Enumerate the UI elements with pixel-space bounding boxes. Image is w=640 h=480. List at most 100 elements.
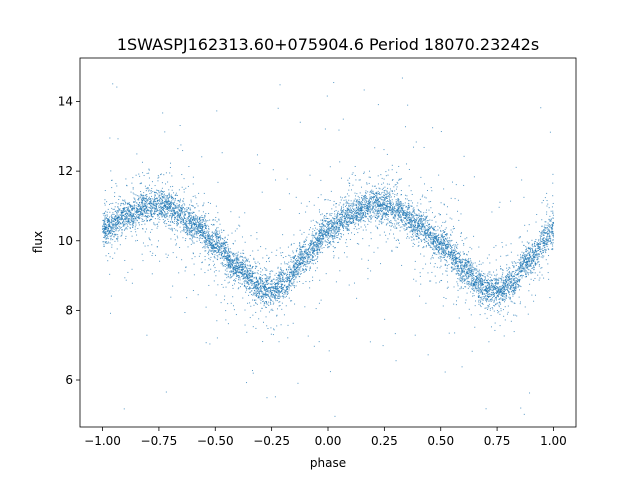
- data-point: [133, 220, 135, 222]
- data-point: [453, 259, 455, 261]
- data-point: [141, 213, 143, 215]
- data-point: [417, 230, 419, 232]
- data-point: [552, 195, 554, 197]
- data-point: [229, 263, 231, 265]
- data-point: [513, 267, 515, 269]
- data-point: [337, 222, 339, 223]
- data-point: [411, 214, 413, 216]
- data-point: [287, 292, 289, 294]
- data-point: [408, 217, 410, 219]
- data-point: [359, 205, 361, 207]
- data-point: [312, 231, 314, 233]
- data-point: [447, 265, 449, 267]
- data-point: [260, 288, 262, 290]
- data-point: [258, 287, 260, 289]
- data-point: [292, 260, 294, 262]
- data-point: [329, 213, 331, 215]
- data-point: [218, 218, 220, 220]
- data-point: [442, 243, 444, 245]
- data-point: [467, 262, 469, 263]
- data-point: [354, 218, 356, 220]
- data-point: [541, 238, 543, 240]
- data-point: [279, 274, 281, 276]
- data-point: [288, 275, 290, 277]
- data-point: [257, 273, 259, 275]
- data-point: [337, 237, 339, 239]
- data-point: [521, 265, 523, 267]
- data-point: [405, 212, 407, 214]
- data-point: [408, 200, 410, 202]
- data-point: [431, 248, 433, 250]
- data-point: [312, 241, 314, 243]
- data-point: [496, 273, 498, 275]
- data-point: [319, 223, 321, 225]
- data-point: [424, 183, 425, 185]
- data-point: [135, 174, 137, 176]
- data-point: [397, 210, 399, 212]
- data-point: [551, 224, 553, 226]
- data-point: [198, 222, 200, 224]
- data-point: [286, 288, 288, 290]
- data-point: [437, 251, 439, 253]
- data-point: [373, 199, 375, 201]
- data-point: [279, 280, 281, 282]
- data-point: [263, 267, 265, 269]
- data-point: [442, 247, 444, 249]
- data-point: [455, 260, 457, 262]
- data-point: [177, 219, 179, 221]
- data-point: [530, 278, 532, 280]
- data-point: [341, 220, 343, 222]
- data-point: [216, 248, 218, 250]
- data-point: [368, 219, 370, 221]
- data-point: [146, 220, 148, 222]
- data-point: [216, 238, 218, 240]
- data-point: [225, 244, 227, 246]
- data-point: [466, 260, 468, 262]
- data-point: [431, 225, 433, 227]
- data-point: [497, 296, 499, 298]
- data-point: [408, 237, 410, 239]
- data-point: [226, 251, 228, 253]
- data-point: [382, 191, 384, 193]
- data-point: [212, 219, 214, 221]
- data-point: [546, 243, 548, 245]
- data-point: [250, 305, 252, 307]
- data-point: [253, 286, 255, 288]
- data-point: [400, 218, 402, 220]
- data-point: [528, 248, 530, 250]
- data-point: [348, 217, 350, 219]
- data-point: [160, 189, 162, 191]
- data-point: [111, 187, 113, 189]
- data-point: [205, 219, 206, 221]
- data-point: [391, 169, 393, 171]
- data-point: [363, 196, 365, 198]
- data-point: [329, 228, 331, 230]
- data-point: [512, 279, 514, 281]
- data-point: [482, 289, 484, 291]
- data-point: [389, 210, 391, 212]
- data-point: [308, 229, 310, 231]
- data-point: [405, 216, 407, 218]
- data-point: [455, 263, 457, 265]
- data-point: [194, 233, 196, 235]
- data-point: [212, 248, 214, 250]
- data-point: [423, 255, 425, 257]
- data-point: [203, 246, 205, 248]
- data-point: [462, 268, 464, 270]
- data-point: [174, 207, 176, 209]
- data-point: [250, 278, 252, 280]
- data-point: [538, 261, 540, 263]
- data-point: [146, 198, 148, 200]
- data-point: [344, 220, 346, 222]
- data-point: [362, 209, 364, 211]
- data-point: [278, 271, 280, 273]
- data-point: [141, 213, 143, 215]
- data-point: [536, 253, 538, 255]
- data-point: [407, 218, 409, 220]
- data-point: [127, 220, 129, 222]
- data-point: [260, 267, 262, 269]
- data-point: [487, 287, 489, 289]
- data-point: [173, 216, 175, 218]
- data-point: [290, 244, 292, 246]
- data-point: [550, 227, 552, 229]
